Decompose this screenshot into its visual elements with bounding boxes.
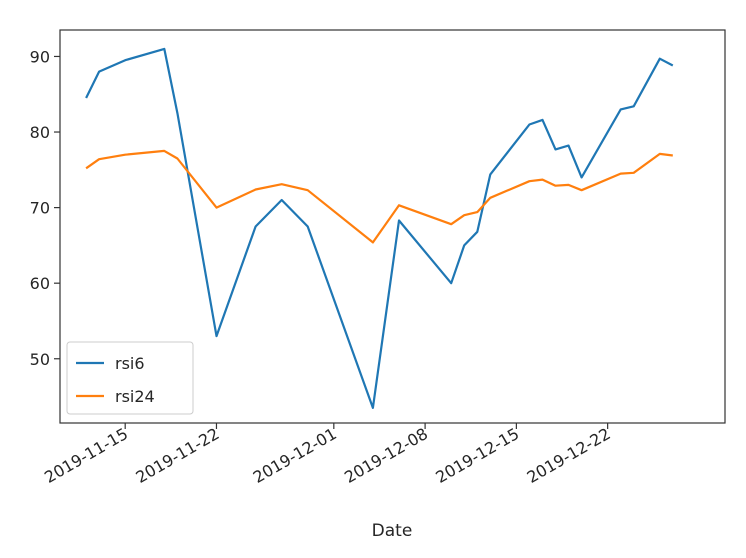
x-tick-label: 2019-12-15	[432, 424, 522, 487]
x-tick-label: 2019-12-08	[341, 424, 431, 487]
y-tick-label: 50	[30, 350, 50, 369]
x-tick-label: 2019-12-01	[250, 424, 340, 487]
x-tick-label: 2019-11-15	[41, 424, 131, 487]
legend: rsi6 rsi24	[66, 341, 194, 415]
series-line-rsi24	[85, 149, 673, 244]
x-tick-label: 2019-11-22	[132, 424, 222, 487]
x-axis: 2019-11-15 2019-11-22 2019-12-01 2019-12-08…	[41, 423, 614, 487]
y-tick-label: 80	[30, 123, 50, 142]
y-tick-label: 70	[30, 199, 50, 218]
legend-label-rsi6: rsi6	[115, 354, 145, 373]
series-layer	[85, 47, 674, 409]
y-axis: 50 60 70 80 90	[30, 47, 60, 369]
y-tick-label: 60	[30, 274, 50, 293]
x-tick-label: 2019-12-22	[524, 424, 614, 487]
x-axis-label: Date	[372, 521, 413, 541]
series-line-rsi6	[85, 47, 674, 409]
y-tick-label: 90	[30, 47, 50, 66]
legend-label-rsi24: rsi24	[115, 387, 155, 406]
